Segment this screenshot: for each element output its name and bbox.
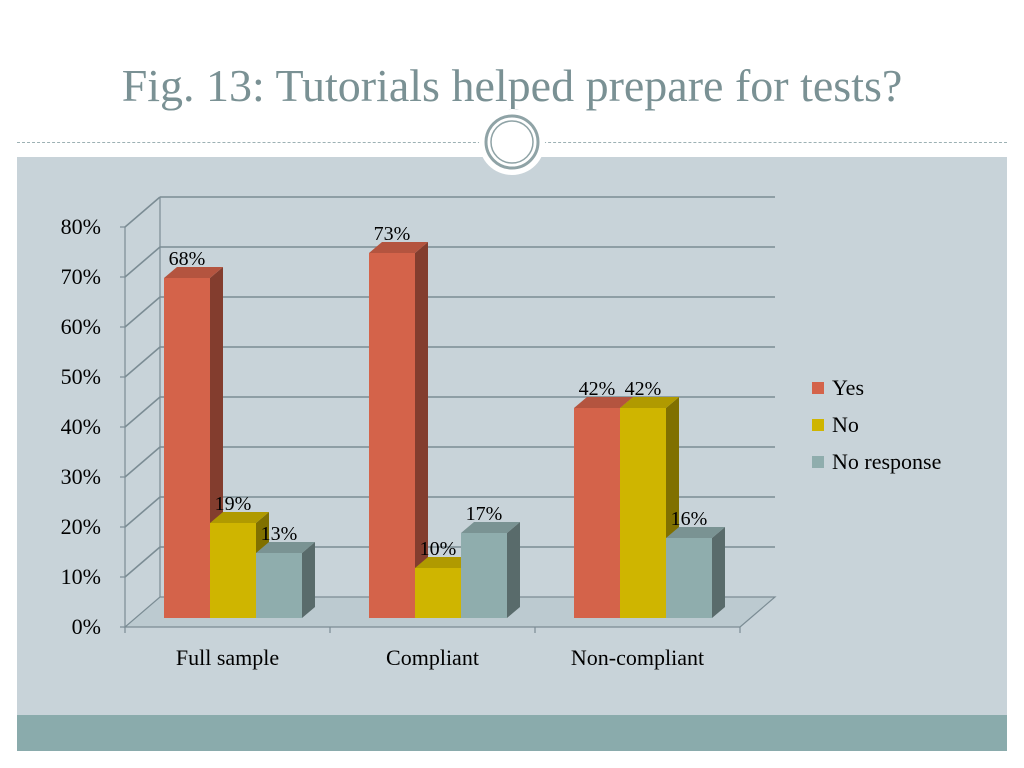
bar-top: [210, 512, 269, 523]
x-category-label: Full sample: [176, 645, 279, 670]
bar-front: [461, 533, 507, 618]
bar-no-response-compliant: [461, 522, 520, 618]
slide-title: Fig. 13: Tutorials helped prepare for te…: [121, 60, 903, 111]
legend-label: No: [832, 412, 859, 437]
data-label: 19%: [215, 493, 252, 515]
title-band: Fig. 13: Tutorials helped prepare for te…: [17, 17, 1007, 157]
bar-no-response-non-compliant: [666, 527, 725, 618]
y-tick-label: 50%: [61, 364, 101, 389]
bar-top: [256, 542, 315, 553]
y-tick-label: 70%: [61, 264, 101, 289]
chart-legend: Yes No No response: [812, 375, 941, 474]
bar-front: [415, 568, 461, 618]
x-category-label: Compliant: [386, 645, 479, 670]
legend-label: Yes: [832, 375, 864, 400]
chart-axes: 0% 10% 20% 30% 40% 50% 60% 70% 80% Full sample Com…: [61, 214, 741, 670]
y-tick-label: 20%: [61, 514, 101, 539]
bar-top: [574, 397, 633, 408]
y-tick-label: 30%: [61, 464, 101, 489]
data-label: 13%: [261, 523, 298, 545]
y-tick-label: 10%: [61, 564, 101, 589]
bar-top: [369, 242, 428, 253]
data-label: 10%: [420, 538, 457, 560]
data-label: 17%: [466, 503, 503, 525]
gridline-side: [124, 496, 161, 528]
y-tick-label: 80%: [61, 214, 101, 239]
bar-front: [164, 278, 210, 618]
bottom-band: [17, 715, 1007, 751]
bar-top: [415, 557, 474, 568]
bar-top: [164, 267, 223, 278]
gridline-side: [124, 396, 161, 428]
x-category-label: Non-compliant: [571, 645, 704, 670]
y-tick-label: 40%: [61, 414, 101, 439]
bar-front: [369, 253, 415, 618]
y-tick-label: 0%: [72, 614, 101, 639]
bar-top: [620, 397, 679, 408]
bar-yes-compliant: [369, 242, 428, 618]
bar-front: [256, 553, 302, 618]
gridline-side: [124, 346, 161, 378]
bar-top: [666, 527, 725, 538]
chart-bars: [164, 242, 725, 618]
data-label: 42%: [625, 378, 662, 400]
bar-front: [620, 408, 666, 618]
y-tick-label: 60%: [61, 314, 101, 339]
bar-top: [461, 522, 520, 533]
gridline-side: [124, 246, 161, 278]
bar-side: [712, 527, 725, 618]
gridline-side: [124, 546, 161, 578]
gridline-side: [124, 296, 161, 328]
bar-front: [574, 408, 620, 618]
legend-swatch: [812, 419, 824, 431]
bar-side: [302, 542, 315, 618]
gridline-side: [124, 196, 161, 228]
gridline-side: [124, 446, 161, 478]
data-label: 16%: [671, 508, 708, 530]
legend-label: No response: [832, 449, 941, 474]
chart-data-labels: 68% 19% 13% 73% 10% 17% 42% 42% 16%: [169, 223, 708, 560]
title-ornament-circle: [479, 109, 545, 175]
bar-front: [210, 523, 256, 618]
bar-front: [666, 538, 712, 618]
bar-side: [415, 242, 428, 618]
bar-no-response-full-sample: [256, 542, 315, 618]
legend-swatch: [812, 382, 824, 394]
legend-swatch: [812, 456, 824, 468]
data-label: 42%: [579, 378, 616, 400]
bar-side: [507, 522, 520, 618]
data-label: 73%: [374, 223, 411, 245]
data-label: 68%: [169, 248, 206, 270]
